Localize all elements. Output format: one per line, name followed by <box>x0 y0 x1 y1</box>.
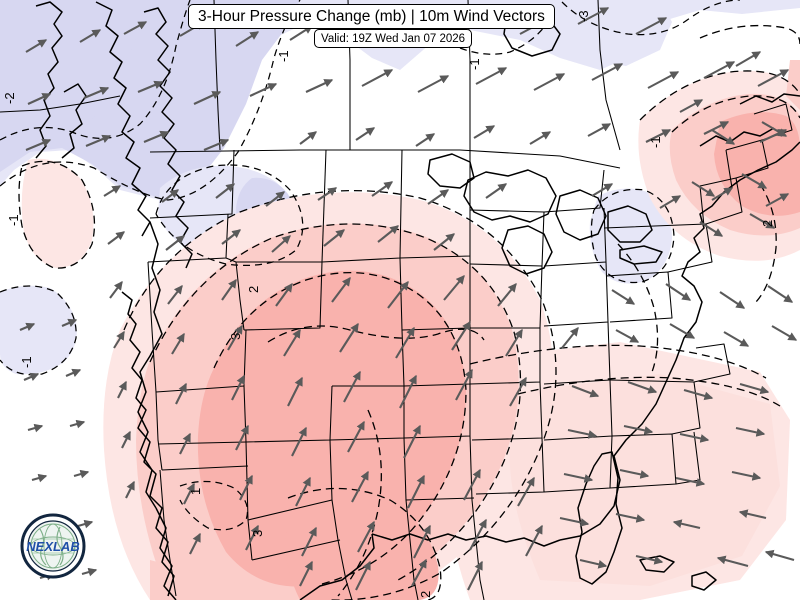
coastline <box>35 1 800 600</box>
contour-lines-positive <box>18 24 800 600</box>
map-title-plate: 3-Hour Pressure Change (mb) | 10m Wind V… <box>188 4 555 29</box>
contour-lines-negative <box>0 0 741 531</box>
pressure-rise-shading <box>21 60 800 600</box>
contour-labels: -2 -3 -1 -1 -1 -1 -1 2 3 2 1 3 2 <box>2 10 775 598</box>
map-title: 3-Hour Pressure Change (mb) | 10m Wind V… <box>198 7 545 25</box>
svg-text:2: 2 <box>760 220 775 227</box>
svg-text:-3: -3 <box>576 10 591 22</box>
svg-text:-1: -1 <box>648 136 663 148</box>
svg-text:1: 1 <box>188 488 203 495</box>
svg-text:3: 3 <box>250 530 265 537</box>
nexlab-logo-icon: NEXLAB <box>20 513 86 579</box>
map-valid-time: Valid: 19Z Wed Jan 07 2026 <box>321 32 466 45</box>
svg-text:2: 2 <box>418 591 433 598</box>
svg-text:-2: -2 <box>2 92 17 104</box>
svg-text:3: 3 <box>228 333 243 340</box>
svg-text:-1: -1 <box>467 58 482 70</box>
svg-text:-1: -1 <box>19 356 34 368</box>
svg-text:-1: -1 <box>276 50 291 62</box>
nexlab-logo-text: NEXLAB <box>26 539 79 554</box>
map-valid-time-plate: Valid: 19Z Wed Jan 07 2026 <box>314 29 473 48</box>
svg-text:2: 2 <box>246 286 261 293</box>
nexlab-logo[interactable]: NEXLAB <box>20 513 86 579</box>
svg-text:-1: -1 <box>6 214 21 226</box>
